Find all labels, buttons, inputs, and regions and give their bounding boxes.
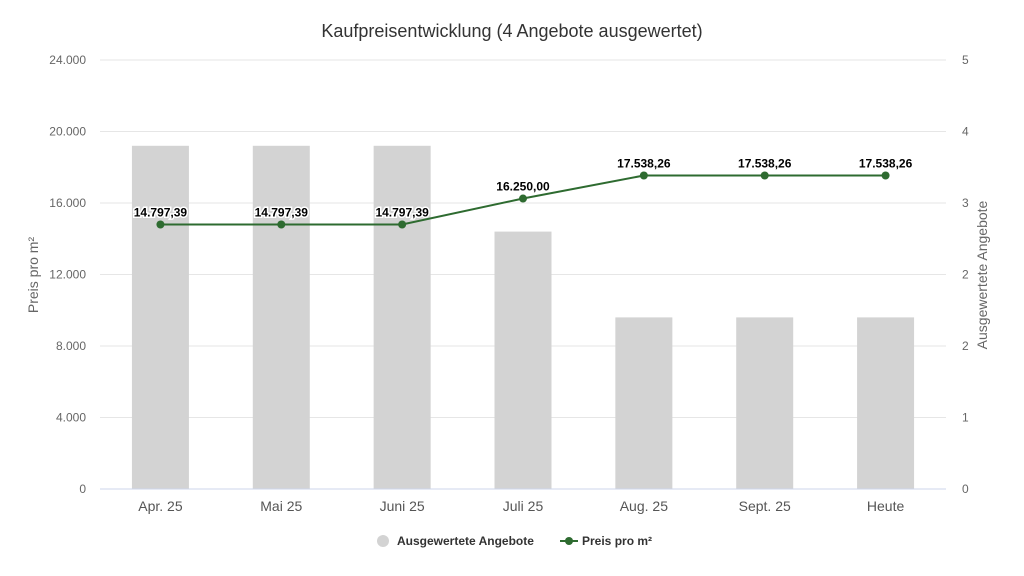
left-tick-label: 12.000 [49,268,86,282]
line-point[interactable] [519,194,527,203]
data-label: 14.797,39 [134,205,188,219]
data-label: 14.797,39 [375,205,429,219]
right-axis-title: Ausgewertete Angebote [974,200,990,349]
data-label: 17.538,26 [617,157,671,171]
right-tick-label: 0 [962,482,969,496]
line-point[interactable] [760,171,769,180]
chart-title: Kaufpreisentwicklung (4 Angebote ausgewe… [321,21,702,41]
legend-line-marker [565,537,573,545]
category-labels: Apr. 25 Mai 25 Juni 25 Juli 25 Aug. 25 Sept. … [138,498,904,514]
bar[interactable] [857,317,915,489]
left-tick-label: 24.000 [49,53,86,67]
left-axis-title: Preis pro m² [25,237,41,314]
left-tick-label: 4.000 [56,411,86,425]
left-axis: 0 4.000 8.000 12.000 16.000 20.000 24.000 [49,53,86,496]
data-labels: 14.797,39 14.797,39 14.797,39 16.250,00 17.5… [132,155,914,221]
x-tick-label: Juni 25 [380,498,425,514]
bar[interactable] [736,317,794,489]
bar-series [131,145,915,490]
right-axis: 0 1 2 2 3 4 5 [962,53,969,496]
legend: Ausgewertete Angebote Preis pro m² [377,534,652,548]
bar[interactable] [252,145,310,490]
bar[interactable] [615,317,673,489]
left-tick-label: 16.000 [49,196,86,210]
data-label: 14.797,39 [255,205,309,219]
left-tick-label: 0 [79,482,86,496]
legend-bar-swatch [377,535,389,547]
bar[interactable] [373,145,431,490]
x-tick-label: Sept. 25 [739,498,791,514]
right-tick-label: 2 [962,339,969,353]
line-point[interactable] [156,220,165,229]
legend-line-label: Preis pro m² [582,534,652,548]
bar[interactable] [494,231,552,489]
legend-item-line[interactable]: Preis pro m² [560,534,652,548]
left-tick-label: 20.000 [49,125,86,139]
line-series [156,171,890,229]
line-point[interactable] [277,220,286,229]
x-tick-label: Mai 25 [260,498,302,514]
legend-item-bars[interactable]: Ausgewertete Angebote [377,534,534,548]
x-tick-label: Aug. 25 [620,498,668,514]
right-tick-label: 2 [962,268,969,282]
data-label: 17.538,26 [738,157,792,171]
bar[interactable] [131,145,189,490]
data-label: 17.538,26 [859,157,913,171]
right-tick-label: 1 [962,411,969,425]
x-tick-label: Juli 25 [503,498,544,514]
line-point[interactable] [398,220,407,229]
x-tick-label: Heute [867,498,905,514]
right-tick-label: 3 [962,196,969,210]
line-point[interactable] [881,171,890,180]
x-tick-label: Apr. 25 [138,498,183,514]
left-tick-label: 8.000 [56,339,86,353]
right-tick-label: 4 [962,125,969,139]
line-point[interactable] [639,171,648,180]
legend-bar-label: Ausgewertete Angebote [397,534,534,548]
data-label: 16.250,00 [496,180,550,194]
right-tick-label: 5 [962,53,969,67]
